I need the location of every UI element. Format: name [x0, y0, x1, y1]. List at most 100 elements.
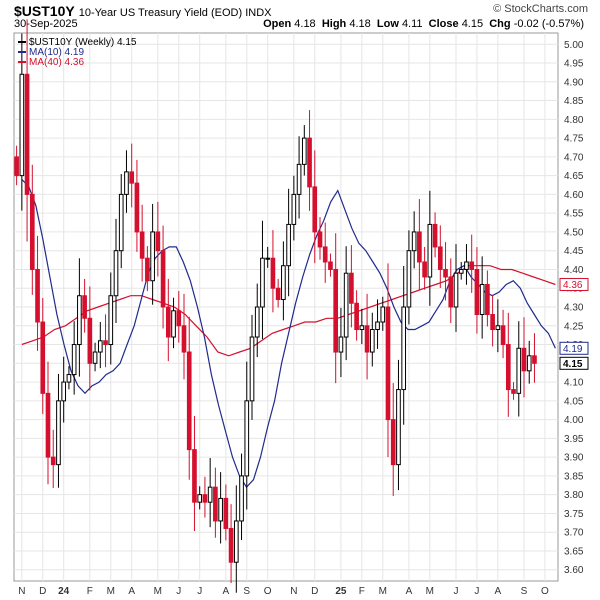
candle-body [338, 336, 344, 353]
y-tick-label: 4.30 [564, 303, 584, 314]
x-tick-label: N [290, 586, 297, 597]
candle-body [176, 310, 182, 327]
candle-body [485, 283, 490, 316]
candle-body [35, 268, 40, 323]
candle-body [437, 246, 443, 270]
candle-body [82, 295, 87, 319]
x-tick-label: N [18, 586, 25, 597]
y-tick-label: 3.75 [564, 509, 584, 520]
x-tick-label: O [264, 586, 272, 597]
price-tag-label: 4.36 [563, 280, 583, 291]
y-tick-label: 5.00 [564, 40, 584, 51]
candle-body [71, 344, 77, 376]
open-value: 4.18 [294, 18, 316, 30]
y-tick-label: 4.90 [564, 77, 584, 88]
candle-body [364, 325, 370, 353]
candle-body [312, 186, 318, 233]
candle-body [521, 347, 527, 372]
candle-body [103, 340, 108, 346]
candle-body [19, 73, 25, 177]
candle-body [458, 268, 464, 274]
x-tick-label: 25 [335, 586, 347, 597]
candle-body [385, 306, 391, 421]
y-tick-label: 4.45 [564, 246, 584, 257]
candle-body [448, 276, 454, 308]
candle-body [165, 306, 171, 338]
candle-body [160, 250, 166, 308]
candle-body [24, 73, 30, 195]
candle-body [228, 527, 234, 563]
candle-body [192, 449, 197, 503]
candle-body [417, 231, 422, 263]
candle-body [186, 351, 192, 451]
candle-body [207, 486, 213, 503]
y-tick-label: 3.60 [564, 565, 584, 576]
candle-body [108, 295, 114, 346]
candle-body [233, 520, 239, 563]
x-tick-label: F [359, 586, 365, 597]
candle-body [223, 497, 229, 529]
y-tick-label: 4.80 [564, 115, 584, 126]
candle-body [61, 381, 67, 402]
candle-body [40, 321, 46, 394]
y-tick-label: 4.70 [564, 152, 584, 163]
x-tick-label: D [311, 586, 318, 597]
candle-body [354, 302, 359, 331]
candle-body [291, 193, 297, 225]
candle-body [427, 223, 433, 278]
chart-title: $UST10Y 10-Year US Treasury Yield (EOD) I… [14, 3, 271, 19]
candle-body [406, 250, 412, 308]
x-tick-label: J [197, 586, 202, 597]
price-tag [559, 356, 589, 370]
legend-entry: $UST10Y (Weekly) 4.15 [29, 37, 137, 48]
y-tick-label: 4.25 [564, 321, 584, 332]
price-tag [559, 341, 589, 355]
legend-entry: MA(10) 4.19 [29, 47, 84, 58]
y-tick-label: 4.75 [564, 134, 584, 145]
candle-body [301, 137, 307, 165]
candle-body [369, 329, 375, 353]
candle-body [317, 231, 323, 248]
candle-body [286, 223, 291, 267]
candle-body [244, 400, 250, 477]
y-tick-label: 4.05 [564, 396, 584, 407]
candle-body [396, 389, 401, 466]
x-tick-label: F [87, 586, 93, 597]
candle-body [390, 419, 396, 466]
y-tick-label: 3.70 [564, 528, 584, 539]
candle-body [296, 163, 302, 195]
candle-body [270, 257, 276, 289]
candle-body [118, 193, 124, 252]
candle-body [432, 223, 438, 248]
candle-body [139, 231, 145, 259]
x-tick-label: S [521, 586, 528, 597]
candle-body [505, 344, 511, 391]
candle-body [87, 317, 93, 364]
candle-body [275, 287, 281, 300]
y-tick-label: 4.00 [564, 415, 584, 426]
x-tick-label: D [39, 586, 46, 597]
symbol: $UST10Y [14, 3, 75, 19]
candle-body [411, 231, 417, 252]
candle-body [281, 265, 286, 300]
y-tick-label: 4.55 [564, 209, 584, 220]
candle-body [56, 400, 61, 466]
y-tick-label: 4.40 [564, 265, 584, 276]
y-tick-label: 4.65 [564, 171, 584, 182]
candle-body [260, 257, 265, 308]
price-tag [559, 277, 589, 291]
candle-body [469, 261, 475, 270]
candle-body [197, 494, 203, 503]
candle-body [29, 193, 35, 270]
candle-body [343, 272, 349, 338]
x-tick-label: M [107, 586, 115, 597]
y-tick-label: 4.50 [564, 227, 584, 238]
x-tick-label: J [454, 586, 459, 597]
candle-body [495, 325, 501, 331]
candle-body [92, 351, 98, 364]
candle-body [453, 272, 459, 308]
y-tick-label: 3.80 [564, 490, 584, 501]
x-tick-label: M [154, 586, 162, 597]
candle-body [349, 272, 354, 304]
